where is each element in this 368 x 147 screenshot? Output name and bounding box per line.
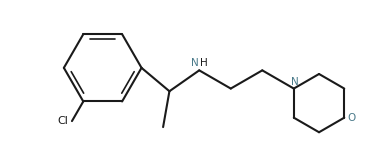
- Text: Cl: Cl: [58, 116, 69, 126]
- Text: N: N: [191, 58, 198, 68]
- Text: H: H: [200, 58, 208, 68]
- Text: N: N: [291, 77, 298, 87]
- Text: O: O: [347, 113, 356, 123]
